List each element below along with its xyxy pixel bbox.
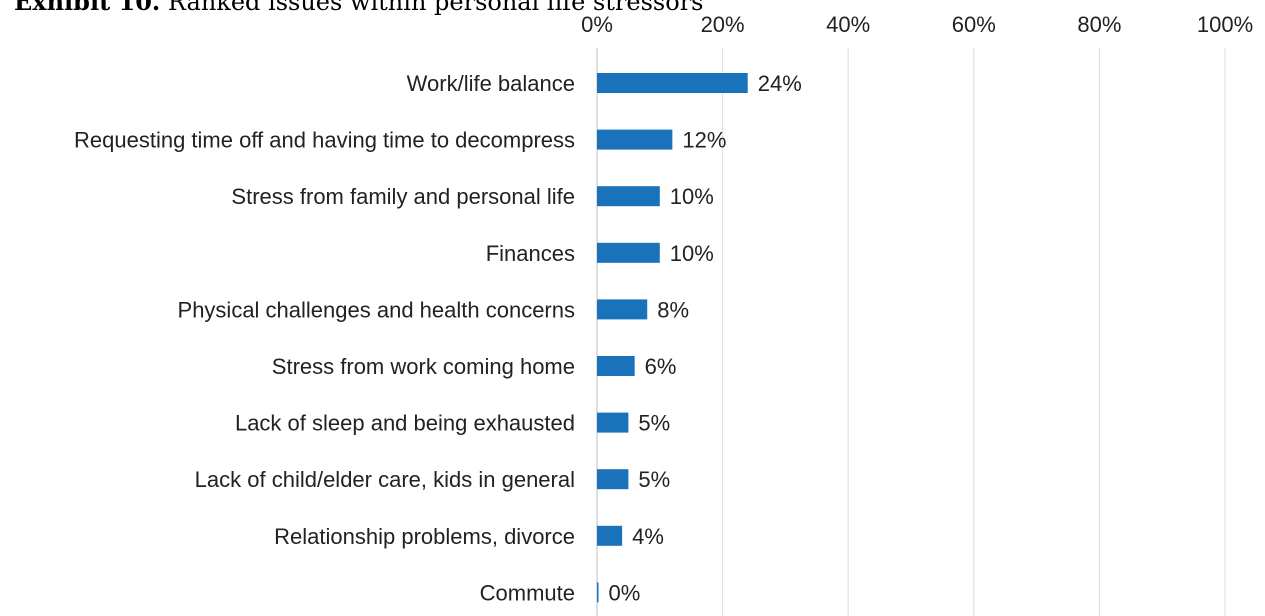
category-label: Requesting time off and having time to d… bbox=[74, 128, 575, 153]
category-label: Work/life balance bbox=[407, 71, 575, 96]
data-label: 4% bbox=[632, 524, 664, 549]
title-text: Ranked issues within personal life stres… bbox=[167, 0, 704, 16]
category-label: Lack of child/elder care, kids in genera… bbox=[195, 467, 575, 492]
x-tick-label: 100% bbox=[1197, 12, 1253, 37]
category-label: Stress from family and personal life bbox=[231, 184, 575, 209]
chart-title: Exhibit 10. Ranked issues within persona… bbox=[14, 0, 703, 17]
category-label: Physical challenges and health concerns bbox=[178, 297, 575, 322]
category-label: Commute bbox=[480, 580, 575, 605]
data-label: 10% bbox=[670, 241, 714, 266]
data-label: 24% bbox=[758, 71, 802, 96]
bar bbox=[597, 299, 648, 320]
x-tick-label: 40% bbox=[826, 12, 870, 37]
data-label: 8% bbox=[657, 297, 689, 322]
data-label: 5% bbox=[638, 411, 670, 436]
x-tick-label: 80% bbox=[1077, 12, 1121, 37]
category-label: Stress from work coming home bbox=[272, 354, 575, 379]
title-prefix: Exhibit 10. bbox=[14, 0, 161, 16]
bar bbox=[597, 73, 748, 93]
data-label: 0% bbox=[609, 580, 641, 605]
bar bbox=[597, 582, 599, 603]
category-label: Relationship problems, divorce bbox=[274, 524, 575, 549]
data-label: 5% bbox=[638, 467, 670, 492]
x-tick-label: 0% bbox=[581, 12, 613, 37]
bar bbox=[597, 412, 629, 433]
data-label: 10% bbox=[670, 184, 714, 209]
category-label: Lack of sleep and being exhausted bbox=[235, 411, 575, 436]
bar bbox=[597, 242, 660, 263]
bar bbox=[597, 356, 635, 376]
data-label: 12% bbox=[682, 128, 726, 153]
data-label: 6% bbox=[645, 354, 677, 379]
bar bbox=[597, 129, 673, 150]
bar bbox=[597, 186, 660, 207]
x-tick-label: 20% bbox=[701, 12, 745, 37]
bar bbox=[597, 469, 629, 490]
x-tick-label: 60% bbox=[952, 12, 996, 37]
category-label: Finances bbox=[486, 241, 575, 266]
bar bbox=[597, 525, 623, 546]
